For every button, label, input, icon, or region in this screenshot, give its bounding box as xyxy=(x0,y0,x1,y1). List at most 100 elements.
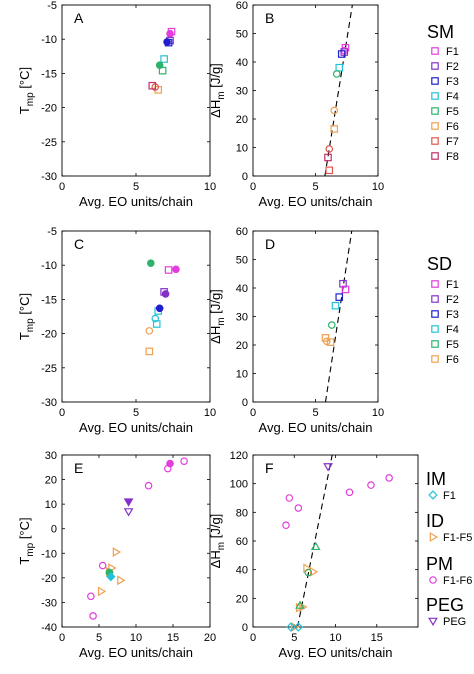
panel-d: ΔHm [J/g] xyxy=(208,230,379,403)
legend-label: F2 xyxy=(446,61,459,73)
y-tick-label: 0 xyxy=(242,397,248,409)
legend-marker xyxy=(431,47,439,55)
panel-label: A xyxy=(74,10,84,26)
y-tick-label: -15 xyxy=(41,68,57,80)
legend-label: F3 xyxy=(446,309,459,321)
data-point xyxy=(294,504,303,512)
y-tick-label: 100 xyxy=(230,479,248,491)
y-axis-label: ΔHm [J/g] xyxy=(208,289,227,344)
data-point xyxy=(166,459,174,468)
y-tick-label: 20 xyxy=(45,475,57,487)
data-point xyxy=(97,586,107,597)
x-tick-label: 5 xyxy=(133,407,139,419)
axes-frame xyxy=(61,230,211,403)
data-point xyxy=(303,563,312,574)
y-tick-label: 80 xyxy=(236,507,248,519)
panel-label: B xyxy=(265,10,274,26)
legend-label: F7 xyxy=(446,136,459,148)
x-tick-label: 0 xyxy=(250,632,256,644)
y-axis-label-sub: mp xyxy=(25,92,36,106)
legend-label: F1-F5 xyxy=(443,532,472,544)
y-tick-label: 20 xyxy=(236,114,248,126)
fit-line xyxy=(324,230,353,403)
x-tick-label: 10 xyxy=(372,181,384,193)
y-axis-label: ΔHm [J/g] xyxy=(208,63,227,118)
y-axis-label-sub: m xyxy=(216,317,227,325)
x-tick-label: 10 xyxy=(204,407,216,419)
data-point xyxy=(330,106,339,115)
legend-marker xyxy=(431,107,439,115)
data-point xyxy=(160,55,168,63)
legend-marker xyxy=(431,325,439,333)
x-tick-label: 5 xyxy=(96,632,102,644)
y-tick-label: 30 xyxy=(236,86,248,98)
data-point xyxy=(385,474,393,482)
data-point xyxy=(158,66,167,75)
legend-title: PM xyxy=(426,554,453,574)
fit-line xyxy=(297,454,333,628)
legend-marker xyxy=(428,490,438,500)
legend-marker xyxy=(431,340,439,348)
data-point xyxy=(345,488,354,497)
y-axis-label: Tmp [°C] xyxy=(17,67,36,114)
y-tick-label: 120 xyxy=(230,450,248,462)
data-point xyxy=(151,314,160,323)
y-axis-label-unit: [J/g] xyxy=(208,63,223,91)
y-tick-label: 60 xyxy=(236,536,248,548)
axes-frame xyxy=(252,4,379,177)
data-point xyxy=(310,541,321,551)
y-axis-label-main: T xyxy=(17,332,32,340)
data-point xyxy=(309,566,319,577)
y-tick-label: -30 xyxy=(41,171,57,183)
legend-label: F5 xyxy=(446,339,459,351)
x-tick-label: 0 xyxy=(250,181,256,193)
y-tick-label: 40 xyxy=(236,565,248,577)
data-point xyxy=(145,327,154,335)
y-tick-label: -20 xyxy=(41,103,57,115)
axes-frame xyxy=(61,454,211,628)
y-tick-label: -10 xyxy=(41,34,57,46)
data-point xyxy=(325,166,334,175)
data-point xyxy=(123,498,134,507)
y-axis-label-sub: m xyxy=(216,91,227,99)
x-axis-label: Avg. EO units/chain xyxy=(259,194,373,209)
legend-sm xyxy=(431,47,439,160)
y-tick-label: -10 xyxy=(41,548,57,560)
x-tick-label: 0 xyxy=(59,181,65,193)
fit-line xyxy=(324,4,353,177)
legend-marker xyxy=(431,62,439,70)
data-point xyxy=(299,602,308,612)
x-tick-label: 5 xyxy=(133,181,139,193)
x-tick-label: 15 xyxy=(371,632,383,644)
data-point xyxy=(340,48,349,56)
panel-e: Tmp [°C] xyxy=(17,454,211,628)
legend-marker xyxy=(429,532,439,542)
y-tick-label: 50 xyxy=(236,255,248,267)
legend-marker xyxy=(431,355,439,363)
data-point xyxy=(331,301,340,310)
legend-label: F5 xyxy=(446,106,459,118)
y-tick-label: 10 xyxy=(236,143,248,155)
data-point xyxy=(282,521,290,530)
legend-marker xyxy=(431,295,439,303)
legend-marker xyxy=(431,280,439,288)
data-point xyxy=(166,29,174,38)
y-axis-label: ΔHm [J/g] xyxy=(208,514,227,569)
y-tick-label: 0 xyxy=(242,171,248,183)
legend-label: F8 xyxy=(446,151,459,163)
data-point xyxy=(123,508,134,517)
legend-marker xyxy=(431,122,439,130)
data-point xyxy=(144,481,153,490)
data-point xyxy=(367,481,375,489)
y-axis-label-unit: [J/g] xyxy=(208,514,223,542)
legend-marker xyxy=(431,137,439,145)
y-tick-label: 0 xyxy=(51,524,57,536)
data-point xyxy=(180,457,188,465)
legend-marker xyxy=(431,92,439,100)
data-point xyxy=(112,547,122,557)
legend-title: PEG xyxy=(426,595,464,615)
panel-label: C xyxy=(74,236,84,252)
axes-frame xyxy=(252,230,379,403)
legend-label: F2 xyxy=(446,294,459,306)
x-tick-label: 10 xyxy=(329,632,341,644)
